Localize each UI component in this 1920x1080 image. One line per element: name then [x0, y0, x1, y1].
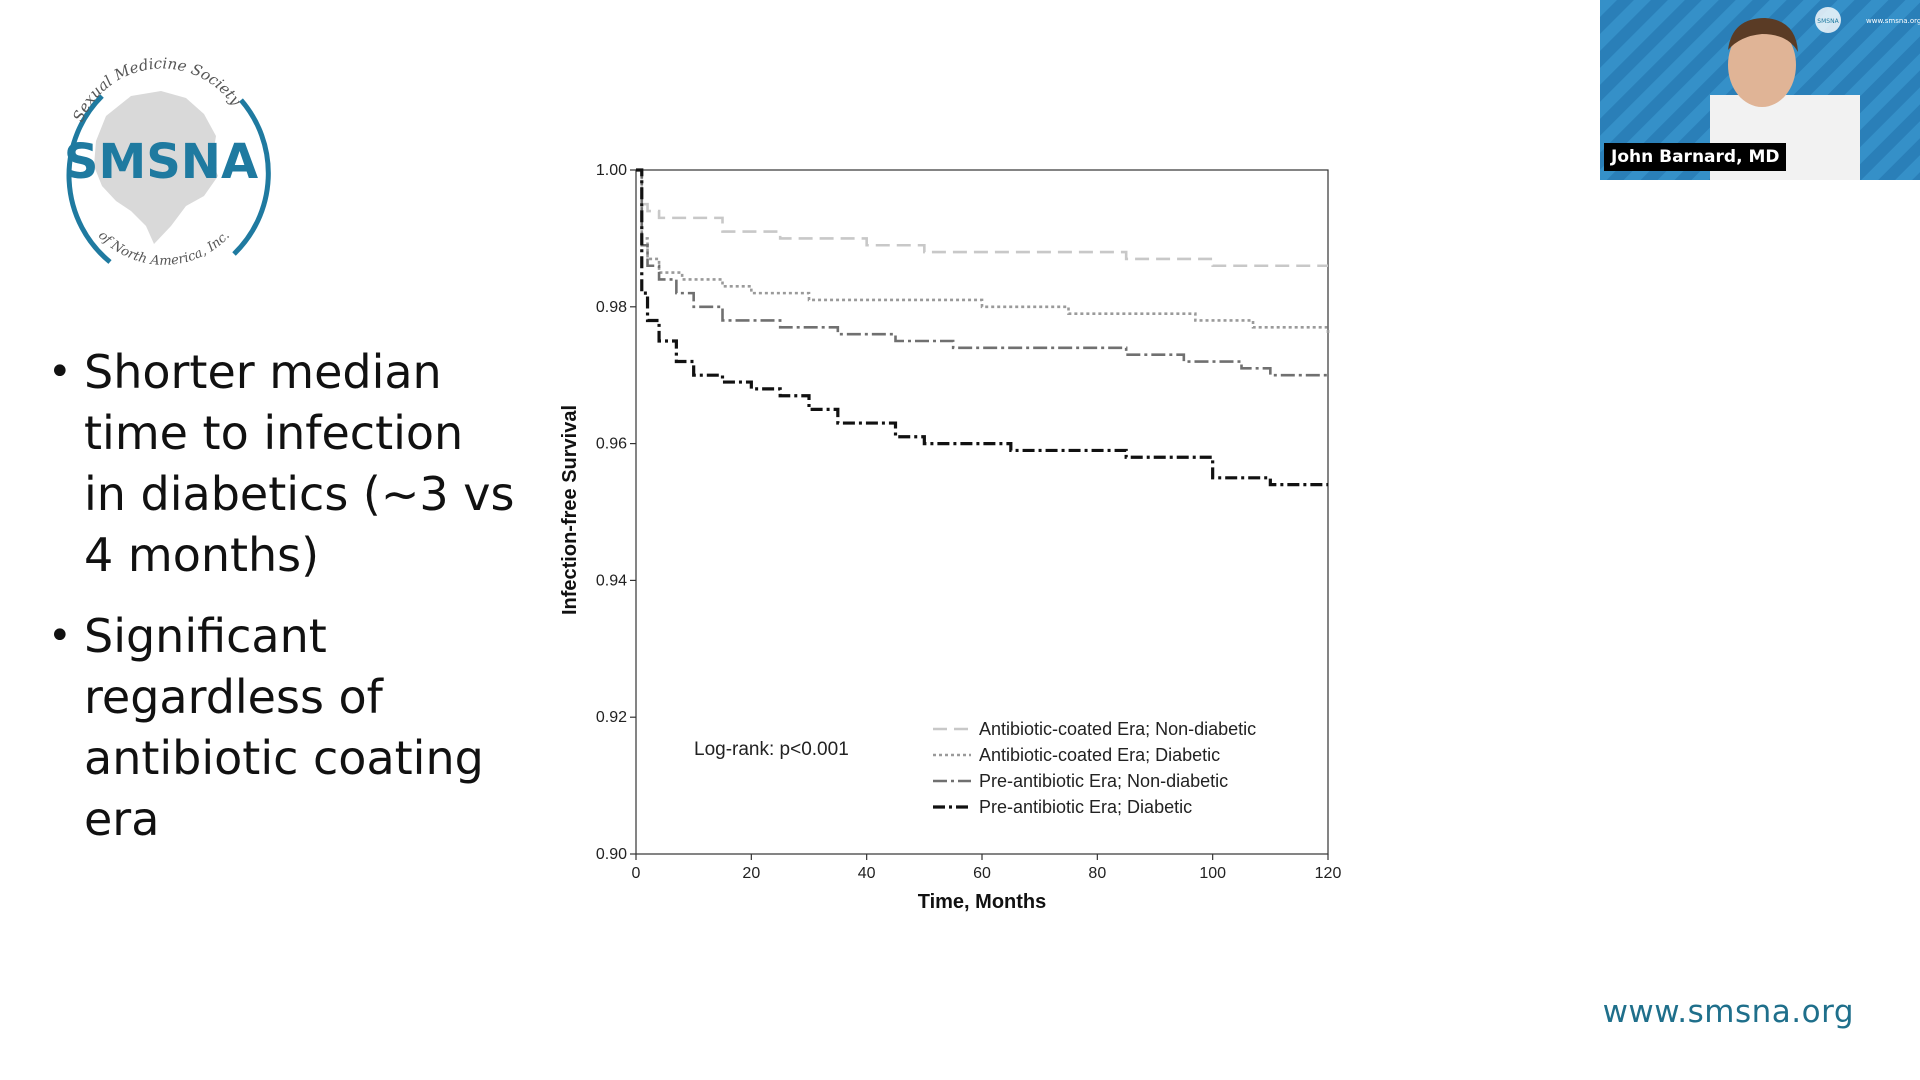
logo-name: SMSNA: [64, 134, 258, 190]
speaker-hair: [1728, 18, 1798, 52]
watermark-logo-icon: [1815, 7, 1841, 33]
y-tick-label: 0.98: [596, 299, 627, 316]
y-tick-label: 0.90: [596, 846, 627, 863]
x-tick-label: 40: [858, 865, 876, 882]
watermark-site: www.smsna.org: [1866, 17, 1920, 25]
chart-legend: Antibiotic-coated Era; Non-diabetic Antib…: [933, 719, 1256, 817]
series-line-2: [636, 168, 1330, 335]
bullet-item: Significant regardless of antibiotic coa…: [48, 606, 518, 850]
logo-ring-left: [66, 94, 112, 264]
watermark-logo-text: SMSNA: [1817, 18, 1839, 25]
logo-ring-right: [232, 98, 271, 256]
legend-label: Antibiotic-coated Era; Diabetic: [979, 745, 1220, 765]
series-line-4: [636, 168, 1328, 487]
x-axis-label: Time, Months: [918, 891, 1047, 913]
x-tick-label: 120: [1315, 865, 1342, 882]
kaplan-meier-chart: 0.900.920.940.960.981.000 20 40 60 80 100 120 …: [559, 162, 1342, 913]
x-tick-label: 100: [1199, 865, 1226, 882]
bullet-item: Shorter median time to infection in diab…: [48, 342, 518, 586]
north-america-map-icon: [94, 91, 218, 244]
x-tick-label: 20: [742, 865, 760, 882]
x-tick-label: 60: [973, 865, 991, 882]
smsna-logo: Sexual Medicine Society SMSNA of North A…: [64, 54, 271, 269]
footer-website: www.smsna.org: [1602, 994, 1854, 1030]
speaker-face: [1728, 23, 1796, 107]
legend-label: Antibiotic-coated Era; Non-diabetic: [979, 719, 1256, 739]
speaker-video[interactable]: SMSNA www.smsna.org John Barnard, MD: [1600, 0, 1920, 180]
series-line-3: [636, 168, 1328, 377]
logo-arc-bottom: of North America, Inc.: [95, 228, 233, 269]
speaker-name-tag: John Barnard, MD: [1604, 143, 1787, 171]
y-tick-label: 0.94: [596, 572, 627, 589]
svg-text:of North America, Inc.: of North America, Inc.: [95, 228, 233, 269]
series-line-1: [636, 168, 1328, 268]
x-tick-label: 80: [1088, 865, 1106, 882]
y-tick-label: 0.96: [596, 436, 627, 453]
x-tick-label: 0: [632, 865, 641, 882]
y-axis-label: Infection-free Survival: [559, 405, 581, 615]
legend-label: Pre-antibiotic Era; Diabetic: [979, 797, 1192, 817]
legend-label: Pre-antibiotic Era; Non-diabetic: [979, 771, 1228, 791]
logrank-annotation: Log-rank: p<0.001: [694, 739, 849, 760]
y-tick-label: 0.92: [596, 709, 627, 726]
y-tick-label: 1.00: [596, 162, 627, 179]
bullet-list: Shorter median time to infection in diab…: [48, 342, 518, 870]
